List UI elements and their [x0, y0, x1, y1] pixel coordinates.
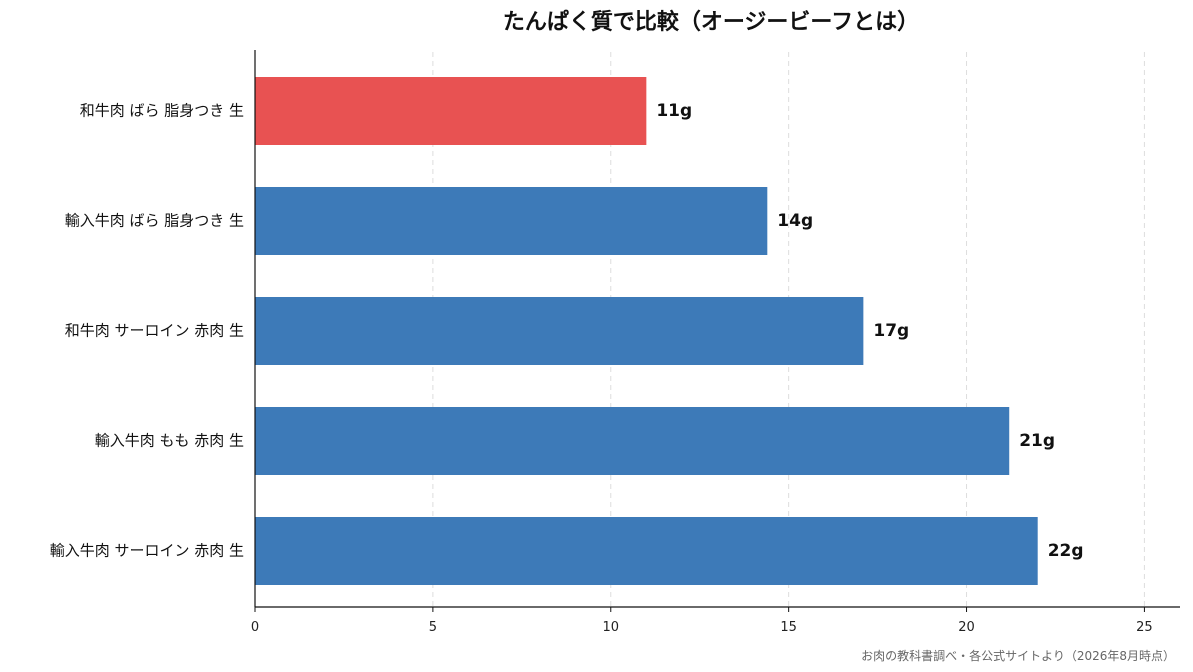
value-label-0: 11g	[656, 101, 692, 121]
axes	[254, 50, 1180, 608]
chart-title: たんぱく質で比較（オージービーフとは）	[503, 9, 919, 35]
bar-0	[255, 77, 647, 145]
x-tick-label-4: 20	[958, 620, 975, 635]
bar-4	[255, 517, 1038, 585]
bar-1	[255, 187, 768, 255]
value-label-1: 14g	[777, 211, 813, 231]
x-tick-label-0: 0	[251, 620, 259, 635]
category-label-2: 和牛肉 サーロイン 赤肉 生	[65, 322, 244, 340]
category-label-3: 輸入牛肉 もも 赤肉 生	[95, 432, 244, 450]
x-tick-label-2: 10	[602, 620, 619, 635]
category-label-1: 輸入牛肉 ばら 脂身つき 生	[65, 212, 244, 230]
bar-3	[255, 407, 1010, 475]
x-tick-label-3: 15	[780, 620, 797, 635]
value-label-2: 17g	[873, 321, 909, 341]
value-label-3: 21g	[1019, 431, 1055, 451]
source-note: お肉の教科書調べ・各公式サイトより（2026年8月時点）	[861, 648, 1175, 663]
category-label-0: 和牛肉 ばら 脂身つき 生	[80, 102, 244, 120]
category-label-4: 輸入牛肉 サーロイン 赤肉 生	[50, 542, 244, 560]
value-label-4: 22g	[1048, 541, 1084, 561]
x-tick-label-1: 5	[429, 620, 437, 635]
bar-2	[255, 297, 864, 365]
x-axis-ticks: 0 5 10 15 20 25	[251, 607, 1153, 635]
x-tick-label-5: 25	[1136, 620, 1153, 635]
bars-group	[255, 77, 1038, 585]
value-labels: 11g 14g 17g 21g 22g	[656, 101, 1083, 561]
